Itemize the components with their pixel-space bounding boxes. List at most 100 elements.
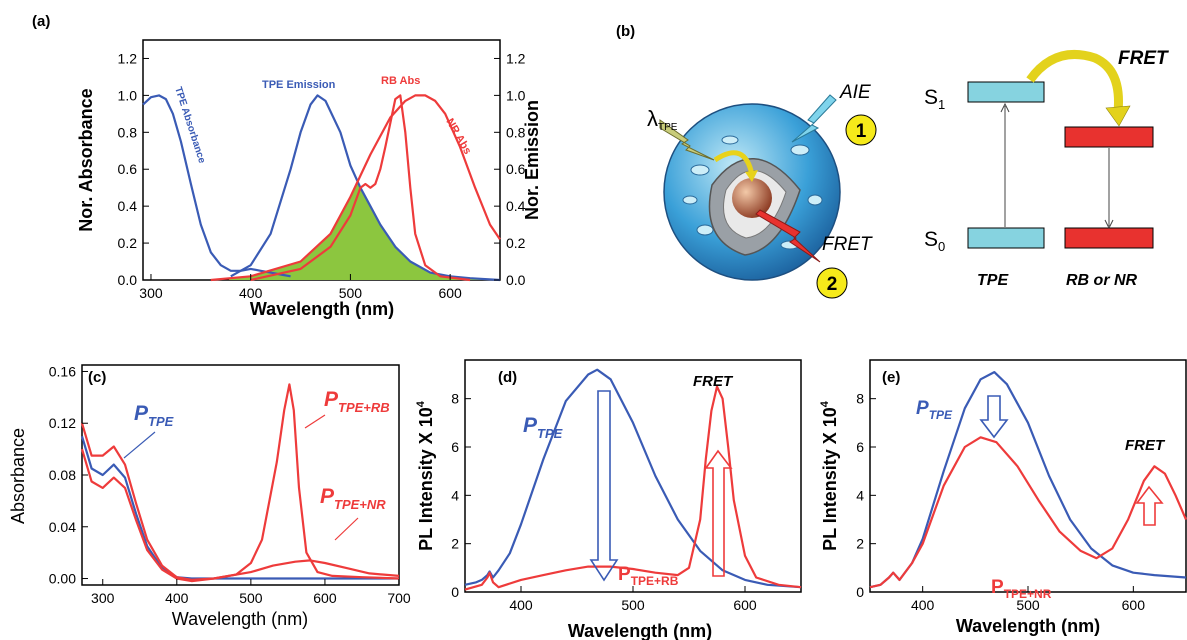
energy-arrow-curve: [713, 150, 755, 176]
energy-level-diagram: S1 S0 FRET TPE RB or NR: [924, 48, 1169, 289]
y-tick-label-right-a: 1.2: [506, 50, 526, 66]
dye-core: [732, 178, 772, 218]
x-tick-label-a: 500: [339, 285, 363, 301]
y-tick-label-a: 1.2: [118, 50, 138, 66]
series-group-e: [869, 371, 1187, 589]
series-group-c: [80, 383, 400, 583]
fret-mechanism-label: FRET: [822, 234, 873, 255]
y-tick-label-a: 0.6: [118, 161, 138, 177]
s1-label: S1: [924, 86, 945, 112]
panel-label-a: (a): [32, 13, 50, 30]
y-tick-label-e: 4: [856, 487, 864, 503]
x-tick-label-c: 500: [239, 590, 263, 606]
panel-label-b: (b): [616, 23, 635, 40]
annotation-arrow-p-tpe-rb-c: [304, 414, 326, 429]
x-axis-title-c: Wavelength (nm): [172, 609, 308, 629]
plot-frame-e: [869, 359, 1187, 593]
x-ticks-a: 300 400 500 600: [139, 274, 462, 301]
acceptor-level-label: RB or NR: [1066, 272, 1138, 289]
fret-transfer-arrowhead: [1105, 105, 1131, 127]
annotation-arrow-p-tpe-c: [123, 431, 156, 459]
acceptor-s0-level: [1064, 227, 1154, 249]
emission-transition-arrowhead: [1104, 219, 1114, 230]
x-tick-label-c: 400: [165, 590, 189, 606]
panel-label-e: (e): [882, 369, 900, 386]
y-tick-label-e: 8: [856, 391, 864, 407]
badge-1: [845, 114, 877, 146]
energy-arrow-head: [745, 170, 758, 182]
x-axis-title-e: Wavelength (nm): [956, 616, 1100, 636]
y-tick-label-d: 0: [451, 584, 459, 600]
x-tick-label-a: 600: [438, 285, 462, 301]
annotation-fret-e: FRET: [1125, 437, 1166, 454]
badge-2-text: 2: [827, 274, 838, 295]
y-tick-label-right-a: 0.2: [506, 235, 526, 251]
x-axis-title-d: Wavelength (nm): [568, 621, 712, 640]
x-ticks-e: 400 500 600: [911, 586, 1145, 613]
badge-2: [816, 267, 848, 299]
y-tick-label-c: 0.04: [49, 519, 76, 535]
aie-label: AIE: [839, 82, 871, 103]
y-axis-title-e: PL Intensity X 104: [819, 400, 840, 551]
y-tick-label-right-a: 1.0: [506, 87, 526, 103]
y-axis-title-c: Absorbance: [8, 428, 28, 524]
plot-frame-c: [81, 364, 400, 586]
x-ticks-d: 400 500 600: [509, 586, 757, 613]
series-line-a-2: [250, 94, 471, 282]
panel-label-d: (d): [498, 369, 517, 386]
plot-frame-d: [464, 359, 802, 593]
decrease-arrow-d: [589, 390, 619, 582]
tpe-molecule: [807, 194, 823, 206]
y-tick-label-d: 4: [451, 487, 459, 503]
x-tick-label-c: 600: [313, 590, 337, 606]
y-tick-label-c: 0.00: [49, 571, 76, 587]
tpe-molecule: [682, 195, 698, 205]
y-ticks-right-a: 0.0 0.2 0.4 0.6 0.8 1.0 1.2: [494, 50, 526, 288]
series-line-a-1: [230, 94, 501, 282]
y-axis-title-d: PL Intensity X 104: [415, 400, 436, 551]
annotation-rb-abs: RB Abs: [381, 75, 420, 87]
series-line-c-2: [80, 448, 400, 583]
tpe-molecule: [790, 144, 810, 156]
x-tick-label-c: 300: [91, 590, 115, 606]
aie-emission-bolt-icon: [791, 94, 837, 143]
annotation-p-tpe-nr-e: PTPE+NR: [991, 577, 1052, 601]
y-tick-label-d: 2: [451, 536, 459, 552]
y-ticks-c: 0.00 0.04 0.08 0.12 0.16: [49, 363, 88, 587]
x-tick-label-d: 400: [509, 597, 533, 613]
y-tick-label-right-a: 0.6: [506, 161, 526, 177]
x-tick-label-e: 400: [911, 597, 935, 613]
fret-arrow-label: FRET: [1118, 48, 1169, 69]
tpe-s1-level: [967, 81, 1045, 103]
series-line-d-0: [464, 368, 802, 589]
fret-emission-bolt-icon: [755, 209, 821, 263]
panel-a: (a) 300 400 500 600 0.0 0.2 0.4 0.6 0.8 1.0 1.2 0…: [32, 13, 542, 319]
excitation-transition-arrowhead: [1000, 102, 1010, 113]
x-tick-label-a: 400: [239, 285, 263, 301]
y-tick-label-right-a: 0.4: [506, 198, 526, 214]
x-tick-label-a: 300: [139, 285, 163, 301]
x-tick-label-e: 600: [1122, 597, 1146, 613]
y-tick-label-d: 6: [451, 439, 459, 455]
y-axis-title-right-a: Nor. Emission: [522, 100, 542, 220]
annotation-fret-d: FRET: [693, 373, 734, 390]
series-line-e-1: [869, 436, 1187, 589]
y-tick-label-d: 8: [451, 391, 459, 407]
panel-d: (d) 400 500 600 0 2 4 6 8 Wavelength (nm) PL I…: [415, 359, 802, 640]
annotation-tpe-emission: TPE Emission: [262, 79, 336, 91]
excitation-bolt-icon: [659, 119, 715, 161]
tpe-molecule: [696, 224, 714, 236]
annotation-arrow-p-tpe-nr-c: [334, 517, 359, 541]
series-line-a-0: [142, 94, 291, 278]
y-ticks-d: 0 2 4 6 8: [451, 391, 471, 600]
y-tick-label-right-a: 0.8: [506, 124, 526, 140]
fret-transfer-arrow: [1026, 50, 1124, 113]
x-tick-label-e: 500: [1016, 597, 1040, 613]
series-line-a-3: [210, 94, 501, 282]
series-group-d: [464, 368, 802, 591]
x-tick-label-d: 500: [621, 597, 645, 613]
tpe-molecule: [690, 164, 710, 176]
annotation-p-tpe-c: PTPE: [134, 402, 174, 429]
y-tick-label-c: 0.08: [49, 467, 76, 483]
